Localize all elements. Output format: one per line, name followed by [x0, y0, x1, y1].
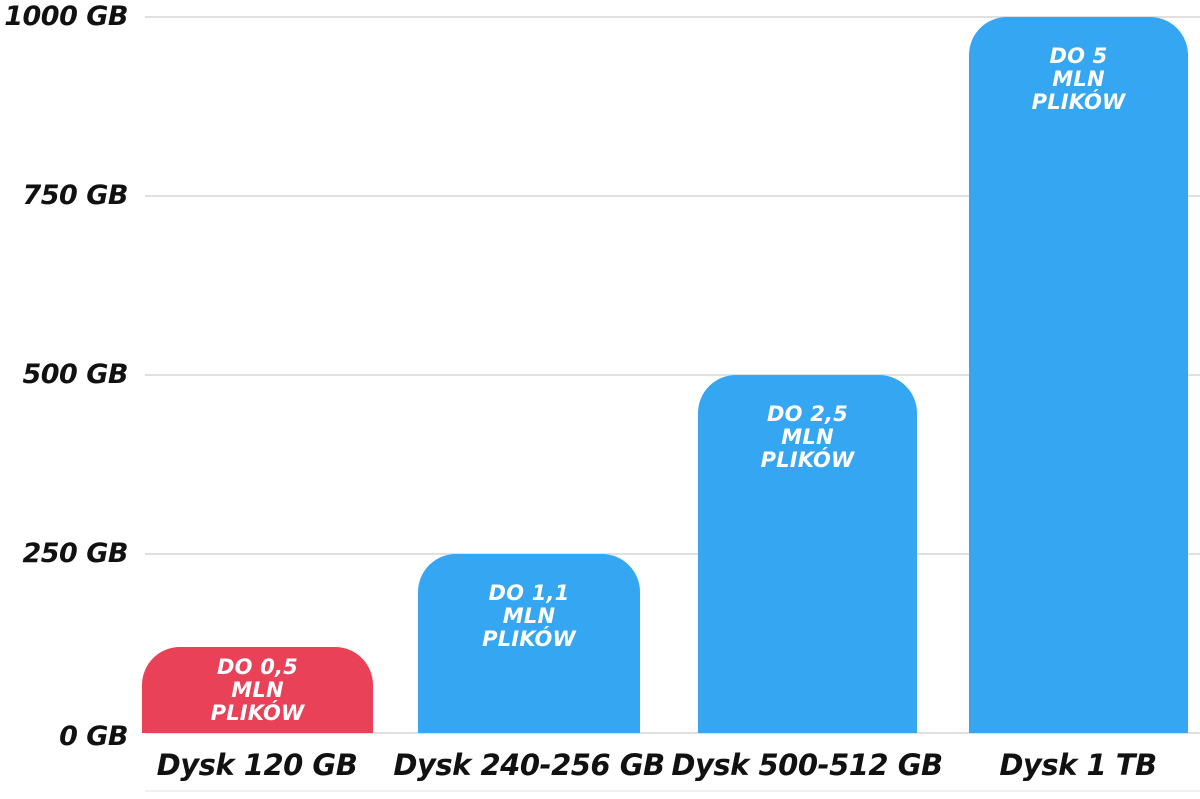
bar-label-line: DO 5 [1049, 44, 1108, 68]
bar-dysk-120gb: DO 0,5 MLN PLIKÓW [142, 647, 373, 733]
bar-label-line: PLIKÓW [1031, 90, 1126, 114]
bar-value-label: DO 2,5 MLN PLIKÓW [698, 375, 917, 472]
bar-value-label: DO 1,1 MLN PLIKÓW [418, 554, 640, 651]
chart-bottom-border [145, 790, 1200, 792]
y-tick-0gb: 0 GB [59, 721, 128, 752]
y-tick-250gb: 250 GB [22, 538, 128, 569]
bar-label-line: MLN [781, 425, 834, 449]
gridline-750gb [145, 195, 1200, 197]
gridline-250gb [145, 553, 1200, 555]
bar-label-line: MLN [1052, 67, 1105, 91]
bar-label-line: DO 2,5 [767, 402, 848, 426]
bar-label-line: MLN [502, 604, 556, 628]
y-tick-500gb: 500 GB [22, 359, 128, 390]
gridline-0gb-baseline [145, 732, 1200, 734]
x-label-dysk-240-256gb: Dysk 240-256 GB [393, 748, 665, 782]
bar-label-line: PLIKÓW [482, 627, 576, 651]
x-label-dysk-120gb: Dysk 120 GB [156, 748, 358, 782]
bar-label-line: MLN [231, 678, 284, 702]
x-label-dysk-500-512gb: Dysk 500-512 GB [671, 748, 943, 782]
bar-label-line: PLIKÓW [210, 701, 305, 725]
bar-dysk-500-512gb: DO 2,5 MLN PLIKÓW [698, 375, 917, 733]
gridline-1000gb [145, 16, 1200, 18]
bar-value-label: DO 5 MLN PLIKÓW [969, 17, 1188, 114]
x-label-dysk-1tb: Dysk 1 TB [999, 748, 1157, 782]
bar-label-line: PLIKÓW [760, 448, 855, 472]
y-tick-1000gb: 1000 GB [4, 1, 128, 32]
gridline-500gb [145, 374, 1200, 376]
bar-dysk-240-256gb: DO 1,1 MLN PLIKÓW [418, 554, 640, 733]
bar-label-line: DO 0,5 [217, 655, 298, 679]
bar-label-line: DO 1,1 [488, 581, 570, 605]
y-tick-750gb: 750 GB [22, 180, 128, 211]
bar-value-label: DO 0,5 MLN PLIKÓW [142, 647, 373, 725]
bar-dysk-1tb: DO 5 MLN PLIKÓW [969, 17, 1188, 733]
